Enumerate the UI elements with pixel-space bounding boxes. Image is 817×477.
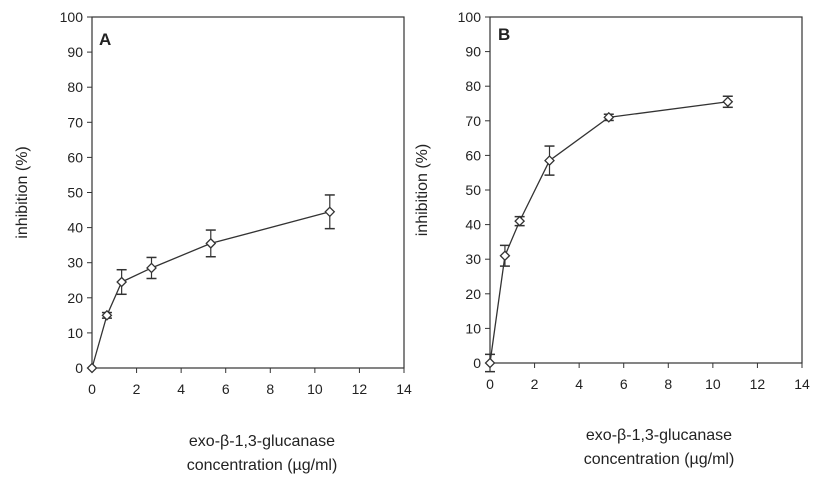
data-point xyxy=(484,357,496,369)
data-point xyxy=(514,215,526,227)
x-tick-label: 14 xyxy=(396,381,412,397)
y-tick-label: 70 xyxy=(465,113,481,129)
x-tick-label: 12 xyxy=(750,376,766,392)
plot-frame xyxy=(91,16,405,369)
y-tick-label: 0 xyxy=(473,355,481,371)
panel-label: B xyxy=(498,25,510,44)
series-line xyxy=(91,211,330,369)
data-point xyxy=(544,155,555,167)
x-tick-label: 6 xyxy=(620,376,628,392)
y-tick-label: 0 xyxy=(75,360,83,376)
y-tick-label: 50 xyxy=(465,182,481,198)
y-tick-label: 60 xyxy=(465,147,481,163)
y-axis-title: inhibition (%) xyxy=(14,146,31,238)
y-tick-label: 100 xyxy=(458,9,482,25)
y-tick-label: 50 xyxy=(67,185,83,201)
x-tick-label: 6 xyxy=(222,381,230,397)
x-tick-label: 8 xyxy=(664,376,672,392)
panel-label: A xyxy=(99,30,111,49)
data-point xyxy=(86,362,98,374)
x-tick-label: 4 xyxy=(177,381,185,397)
data-point xyxy=(116,276,128,288)
x-tick-label: 0 xyxy=(486,376,494,392)
y-tick-label: 20 xyxy=(67,290,83,306)
plot-frame xyxy=(489,16,803,364)
chart-panel-a: 0 10 20 30 40 50 60 70 80 90 100 0 2 4 6 8 10 12 14 Aexo-β-… xyxy=(14,9,412,474)
y-tick-label: 30 xyxy=(465,251,481,267)
y-tick-label: 100 xyxy=(60,9,84,25)
y-tick-label: 80 xyxy=(67,79,83,95)
data-point xyxy=(603,111,615,123)
y-axis-title: inhibition (%) xyxy=(414,144,431,236)
y-tick-label: 10 xyxy=(67,325,83,341)
x-tick-label: 4 xyxy=(575,376,583,392)
x-axis-title-line2: concentration (µg/ml) xyxy=(584,451,735,468)
x-tick-label: 10 xyxy=(705,376,721,392)
y-tick-label: 10 xyxy=(465,320,481,336)
data-point xyxy=(101,309,113,321)
x-tick-label: 8 xyxy=(266,381,274,397)
y-tick-label: 90 xyxy=(67,44,83,60)
data-point xyxy=(499,250,511,262)
y-tick-label: 80 xyxy=(465,78,481,94)
data-point xyxy=(324,206,336,218)
y-tick-label: 90 xyxy=(465,44,481,60)
x-tick-label: 14 xyxy=(794,376,810,392)
x-axis-title-line1: exo-β-1,3-glucanase xyxy=(189,433,335,450)
y-tick-label: 40 xyxy=(465,217,481,233)
x-tick-label: 10 xyxy=(307,381,323,397)
data-point xyxy=(205,237,217,249)
x-tick-label: 2 xyxy=(133,381,141,397)
x-tick-label: 2 xyxy=(531,376,539,392)
data-point xyxy=(146,262,157,274)
y-tick-label: 30 xyxy=(67,255,83,271)
y-tick-label: 70 xyxy=(67,114,83,130)
x-tick-label: 12 xyxy=(352,381,368,397)
x-axis-title-line2: concentration (µg/ml) xyxy=(187,457,338,474)
y-tick-label: 60 xyxy=(67,149,83,165)
series-line xyxy=(489,101,728,364)
y-tick-label: 20 xyxy=(465,286,481,302)
chart-panel-b: 0 10 20 30 40 50 60 70 80 90 100 0 2 4 6 8 10 12 14 Bexo-β-… xyxy=(414,9,810,468)
y-tick-label: 40 xyxy=(67,220,83,236)
x-axis-title-line1: exo-β-1,3-glucanase xyxy=(586,427,732,444)
data-point xyxy=(722,96,734,108)
x-tick-label: 0 xyxy=(88,381,96,397)
